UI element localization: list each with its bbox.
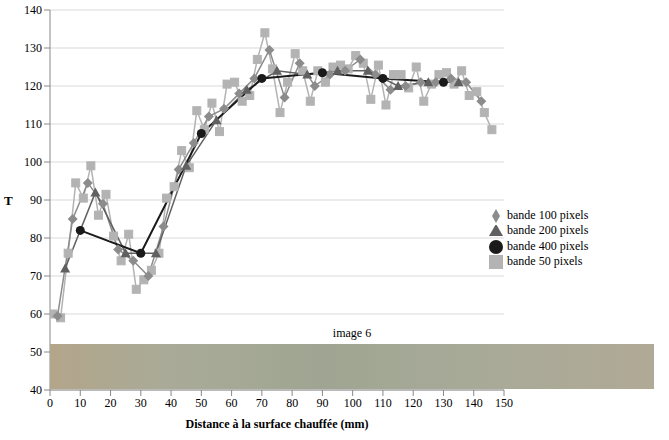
svg-text:130: 130 [24,41,42,55]
svg-text:60: 60 [30,307,42,321]
html-text:bande 400 pixels: bande 400 pixels [507,238,589,253]
html-text:bande 100 pixels: bande 100 pixels [507,208,589,222]
svg-text:110: 110 [24,117,42,131]
svg-text:120: 120 [404,396,422,410]
svg-text:110: 110 [374,396,392,410]
html-text:bande 50 pixels: bande 50 pixels [507,253,583,268]
svg-text:40: 40 [30,383,42,397]
svg-text:90: 90 [30,193,42,207]
svg-text:150: 150 [495,396,513,410]
svg-text:120: 120 [24,79,42,93]
svg-text:30: 30 [135,396,147,410]
svg-text:100: 100 [24,155,42,169]
svg-text:10: 10 [74,396,86,410]
svg-text:70: 70 [256,396,268,410]
svg-text:70: 70 [30,269,42,283]
svg-text:20: 20 [105,396,117,410]
svg-text:40: 40 [165,396,177,410]
svg-text:50: 50 [30,345,42,359]
svg-text:T: T [4,193,13,208]
svg-text:0: 0 [47,396,53,410]
svg-text:Distance à la surface chauffée: Distance à la surface chauffée (mm) [186,417,369,431]
svg-text:100: 100 [344,396,362,410]
svg-text:80: 80 [30,231,42,245]
svg-text:90: 90 [316,396,328,410]
svg-text:140: 140 [465,396,483,410]
svg-text:60: 60 [226,396,238,410]
svg-text:80: 80 [286,396,298,410]
svg-text:50: 50 [195,396,207,410]
svg-text:130: 130 [434,396,452,410]
html-text:bande 200 pixels: bande 200 pixels [507,223,589,238]
html-text:image 6: image 6 [332,326,372,341]
svg-text:140: 140 [24,3,42,17]
